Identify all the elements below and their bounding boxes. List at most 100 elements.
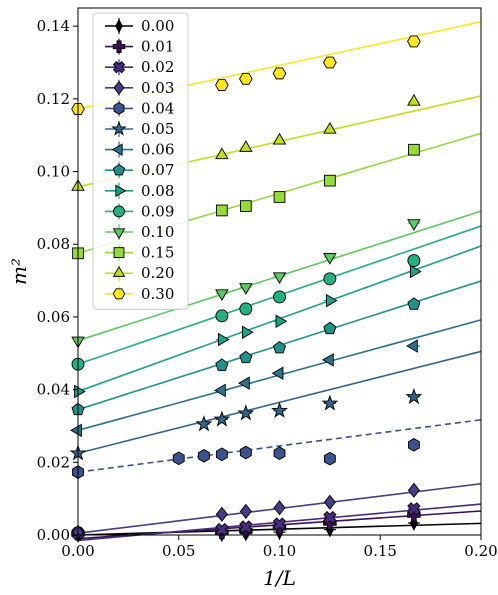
- point-0.05: [321, 394, 339, 411]
- point-0.30: [407, 35, 421, 48]
- point-0.03: [215, 506, 228, 522]
- point-0.04: [172, 451, 185, 466]
- point-0.06: [214, 383, 226, 398]
- x-axis-label: 1/L: [263, 566, 296, 590]
- legend-label: 0.03: [141, 79, 174, 97]
- legend-label: 0.01: [141, 38, 174, 56]
- fit-line-0.04: [77, 418, 482, 473]
- y-axis-label: m²: [7, 258, 31, 285]
- point-0.06: [322, 353, 334, 367]
- point-0.02: [215, 522, 229, 537]
- point-0.03: [323, 494, 336, 510]
- point-0.05: [271, 401, 288, 418]
- y-tick-label: 0.02: [37, 453, 70, 471]
- point-0.08: [275, 314, 288, 329]
- point-0.02: [323, 510, 337, 525]
- point-0.08: [410, 264, 422, 279]
- legend-label: 0.04: [141, 99, 174, 117]
- point-0.04: [273, 446, 286, 461]
- x-tick-label: 0.15: [364, 542, 397, 560]
- y-tick-label: 0.08: [37, 235, 70, 253]
- legend-label: 0.30: [141, 285, 174, 303]
- point-0.09: [323, 272, 337, 286]
- point-0.06: [70, 423, 82, 438]
- point-0.05: [237, 404, 255, 421]
- legend-marker-0.10: [112, 228, 126, 240]
- point-0.08: [74, 384, 86, 399]
- point-0.07: [239, 350, 253, 364]
- point-0.03: [273, 500, 286, 516]
- point-0.07: [323, 321, 337, 335]
- legend-label: 0.05: [141, 120, 174, 138]
- x-tick-label: 0.20: [464, 542, 497, 560]
- point-0.10: [407, 219, 421, 231]
- legend-marker-0.20: [112, 265, 126, 277]
- legend-marker-0.06: [111, 143, 123, 156]
- point-0.06: [238, 376, 250, 390]
- point-0.04: [198, 448, 210, 463]
- legend-marker-0.08: [115, 184, 127, 198]
- legend-marker-0.02: [112, 61, 126, 74]
- legend-label: 0.02: [141, 58, 174, 76]
- legend-marker-0.00: [115, 18, 123, 34]
- x-tick-label: 0.05: [162, 542, 195, 560]
- legend-marker-0.04: [113, 102, 125, 115]
- legend-marker-0.05: [111, 120, 127, 136]
- point-0.02: [407, 502, 421, 516]
- point-0.15: [239, 200, 252, 212]
- point-0.04: [407, 438, 420, 452]
- point-0.20: [323, 121, 337, 134]
- legend-marker-0.01: [112, 40, 126, 53]
- legend-label: 0.20: [141, 264, 174, 282]
- data-points: [69, 35, 423, 543]
- legend-label: 0.08: [141, 182, 174, 200]
- point-0.07: [272, 340, 287, 354]
- legend-marker-0.03: [113, 80, 125, 95]
- axes: 0.00 0.05 0.10 0.15 0.20 0.00 0.02 0.04 0.06 0.08…: [37, 17, 498, 560]
- point-0.15: [216, 204, 228, 217]
- legend-label: 0.15: [141, 244, 174, 262]
- legend-label: 0.07: [141, 161, 174, 179]
- point-0.07: [407, 297, 421, 310]
- point-0.20: [272, 132, 287, 145]
- point-0.10: [239, 283, 253, 295]
- point-0.20: [239, 140, 253, 152]
- point-0.05: [405, 388, 423, 405]
- y-tick-label: 0.00: [37, 526, 70, 544]
- point-0.09: [407, 254, 421, 268]
- point-0.09: [273, 290, 286, 304]
- point-0.09: [239, 302, 253, 316]
- point-0.06: [271, 366, 284, 381]
- y-tick-label: 0.04: [37, 381, 70, 399]
- legend-label: 0.09: [141, 202, 174, 220]
- point-0.05: [213, 410, 231, 427]
- point-0.15: [408, 143, 420, 156]
- point-0.08: [241, 325, 254, 339]
- point-0.10: [272, 272, 287, 285]
- point-0.04: [215, 447, 228, 462]
- point-0.09: [215, 309, 229, 323]
- x-tick-label: 0.00: [61, 542, 94, 560]
- point-0.03: [239, 503, 252, 520]
- point-0.30: [215, 79, 229, 91]
- legend: 0.00 0.01 0.02 0.03 0.04 0.05 0.06 0.07 0.08 0.09…: [92, 12, 189, 310]
- legend-marker-0.30: [112, 288, 126, 300]
- point-0.10: [215, 289, 229, 302]
- legend-marker-0.09: [113, 205, 125, 218]
- legend-marker-0.07: [112, 163, 126, 176]
- point-0.30: [323, 56, 337, 69]
- y-tick-label: 0.12: [37, 90, 70, 108]
- point-0.07: [215, 358, 229, 371]
- point-0.20: [215, 147, 229, 160]
- point-0.02: [239, 520, 253, 534]
- point-0.10: [323, 253, 337, 265]
- point-0.15: [273, 191, 286, 203]
- point-0.06: [406, 339, 418, 353]
- point-0.30: [272, 67, 287, 80]
- point-0.05: [195, 415, 213, 432]
- y-tick-label: 0.06: [37, 308, 70, 326]
- legend-label: 0.06: [141, 141, 174, 159]
- point-0.30: [239, 72, 253, 85]
- point-0.04: [323, 451, 336, 466]
